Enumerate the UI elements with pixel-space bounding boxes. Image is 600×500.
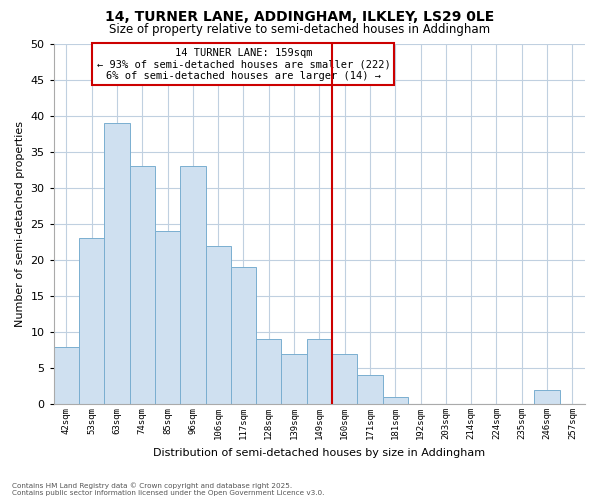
Text: 14 TURNER LANE: 159sqm
← 93% of semi-detached houses are smaller (222)
6% of sem: 14 TURNER LANE: 159sqm ← 93% of semi-det…: [97, 48, 391, 81]
Bar: [358, 376, 383, 404]
Text: Contains HM Land Registry data © Crown copyright and database right 2025.: Contains HM Land Registry data © Crown c…: [12, 482, 292, 489]
Bar: [332, 354, 358, 404]
Bar: [231, 268, 256, 404]
Bar: [256, 340, 281, 404]
Bar: [180, 166, 206, 404]
Bar: [307, 340, 332, 404]
Bar: [54, 346, 79, 404]
X-axis label: Distribution of semi-detached houses by size in Addingham: Distribution of semi-detached houses by …: [153, 448, 485, 458]
Bar: [383, 397, 408, 404]
Bar: [155, 232, 180, 404]
Bar: [206, 246, 231, 404]
Text: Contains public sector information licensed under the Open Government Licence v3: Contains public sector information licen…: [12, 490, 325, 496]
Bar: [104, 123, 130, 404]
Bar: [130, 166, 155, 404]
Text: Size of property relative to semi-detached houses in Addingham: Size of property relative to semi-detach…: [109, 22, 491, 36]
Bar: [79, 238, 104, 404]
Text: 14, TURNER LANE, ADDINGHAM, ILKLEY, LS29 0LE: 14, TURNER LANE, ADDINGHAM, ILKLEY, LS29…: [106, 10, 494, 24]
Bar: [535, 390, 560, 404]
Bar: [281, 354, 307, 404]
Y-axis label: Number of semi-detached properties: Number of semi-detached properties: [15, 121, 25, 327]
